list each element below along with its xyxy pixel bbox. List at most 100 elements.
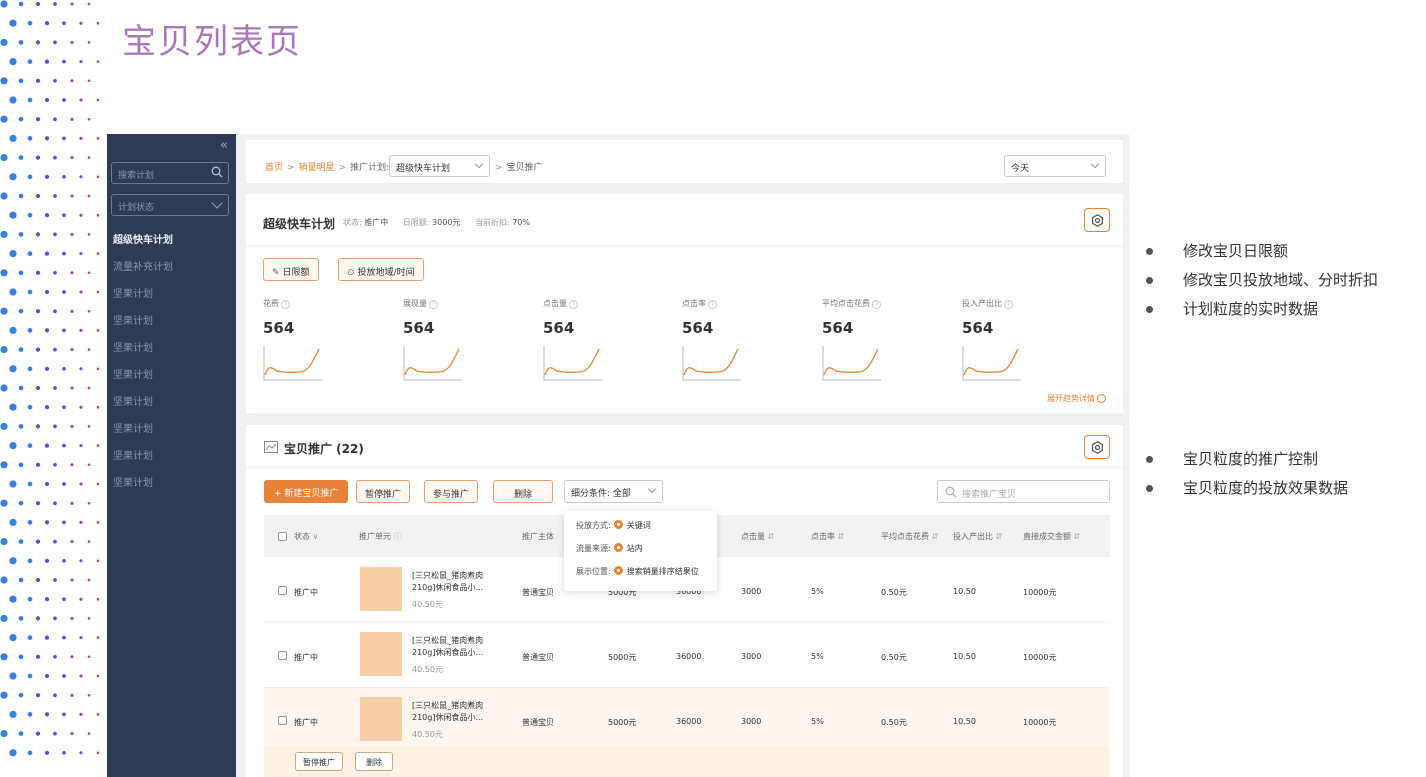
select-all-checkbox[interactable] [278,532,287,541]
dot [44,712,50,717]
trend-detail-link[interactable]: 展开趋势详情 [1047,393,1106,404]
sidebar-item[interactable]: 坚果计划 [113,451,153,462]
discount-label: 当前折扣: [474,218,510,227]
product-name[interactable]: [三只松鼠_猪肉煮肉 210g]休闲食品小... [412,570,483,594]
sidebar-search-input[interactable]: 搜索计划 [111,162,229,184]
sidebar-item[interactable]: 坚果计划 [113,397,153,408]
column-header[interactable]: 点击率 ⇵ [811,531,844,542]
dot [53,232,57,237]
cell-cpc: 0.50元 [881,718,907,727]
join-button[interactable]: 参与推广 [424,480,479,503]
dot [18,155,24,160]
items-title: 宝贝推广 (22) [284,442,364,456]
row-checkbox[interactable] [278,586,287,595]
dot [0,269,8,277]
dot [87,194,91,198]
metric-label-text: 花费 [263,299,279,308]
sidebar-item[interactable]: 坚果计划 [113,370,153,381]
status-value: 推广中 [364,218,389,227]
metric-label: 投入产出比? [962,298,1092,309]
sidebar-item[interactable]: 坚果计划 [113,343,153,354]
column-header-label: 直接成交金额 [1023,532,1071,541]
column-header[interactable]: 直接成交金额 ⇵ [1023,531,1080,542]
dot [87,693,91,697]
product-price: 40.50元 [412,600,443,609]
dot [62,21,66,26]
row-pause-button[interactable]: 暂停推广 [295,752,343,771]
note-item: 修改宝贝投放地域、分时折扣 [1142,271,1378,300]
edit-region-button[interactable]: ⊙ 投放地域/时间 [338,258,424,281]
edit-budget-label: 日限额 [282,268,310,278]
dot [35,232,41,237]
dot [53,194,57,198]
notes-top: 修改宝贝日限额 修改宝贝投放地域、分时折扣 计划粒度的实时数据 [1142,242,1378,329]
dot [70,386,74,390]
dot [87,79,91,83]
column-header[interactable]: 平均点击花费 ⇵ [881,531,938,542]
cell-roi: 10.50 [953,652,976,661]
items-settings-button[interactable] [1084,435,1110,459]
column-header[interactable]: 点击量 ⇵ [741,531,774,542]
dot [0,576,8,584]
radio-selected-icon[interactable] [613,543,623,552]
dot [18,40,24,45]
dot [9,710,17,719]
date-select[interactable]: 今天 [1004,155,1106,177]
dot [35,1,41,7]
new-item-button[interactable]: + 新建宝贝推广 [264,480,349,503]
sidebar-item[interactable]: 坚果计划 [113,478,153,489]
radio-selected-icon[interactable] [613,566,623,575]
dot [87,386,91,390]
sidebar-item[interactable]: 坚果计划 [113,316,153,327]
metric-label-text: 点击量 [543,299,567,308]
row-status: 推广中 [294,718,318,727]
row-checkbox[interactable] [278,716,287,725]
filter-select[interactable]: 细分条件: 全部 [564,480,663,503]
dot [53,539,57,544]
breadcrumb-current[interactable]: 销量明星 [298,163,335,173]
product-thumbnail[interactable] [360,567,402,611]
sidebar-item[interactable]: 坚果计划 [113,289,153,300]
collapse-icon[interactable]: « [220,138,228,153]
sidebar-item[interactable]: 流量补充计划 [113,262,173,273]
row-checkbox[interactable] [278,651,287,660]
product-thumbnail[interactable] [360,697,402,741]
decorative-dots [0,0,100,757]
edit-budget-button[interactable]: ✎ 日限额 [263,258,319,281]
column-header: 推广单元 ⓘ [359,531,402,542]
table-row[interactable]: 推广中 [三只松鼠_猪肉煮肉 210g]休闲食品小... 40.50元 普通宝贝 5000… [264,688,1110,753]
product-price: 40.50元 [412,665,443,674]
item-search-input[interactable]: 搜索推广宝贝 [937,480,1110,503]
sort-icon: ⇵ [993,532,1003,541]
dot [9,250,17,258]
delete-button[interactable]: 删除 [493,480,554,503]
table-row[interactable]: 推广中 [三只松鼠_猪肉煮肉 210g]休闲食品小... 40.50元 普通宝贝 5000… [264,623,1110,688]
sidebar-item[interactable]: 超级快车计划 [113,235,173,246]
product-name[interactable]: [三只松鼠_猪肉煮肉 210g]休闲食品小... [412,700,483,724]
row-delete-button[interactable]: 删除 [355,752,393,771]
product-name[interactable]: [三只松鼠_猪肉煮肉 210g]休闲食品小... [412,635,483,659]
dot [35,155,41,160]
plan-settings-button[interactable] [1084,208,1110,232]
pause-button[interactable]: 暂停推广 [356,480,411,503]
column-header[interactable]: 状态 ∨ [294,531,318,542]
plan-select[interactable]: 超级快车计划 [389,155,490,177]
dot [62,674,66,678]
dot [9,557,17,565]
column-header[interactable]: 投入产出比 ⇵ [953,531,1002,542]
dot [96,636,100,639]
sidebar-item[interactable]: 坚果计划 [113,424,153,435]
dot [44,673,50,679]
table-row[interactable]: 推广中 [三只松鼠_猪肉煮肉 210g]休闲食品小... 40.50元 普通宝贝 5000… [264,558,1110,623]
dot [9,211,17,219]
dot [79,712,83,717]
radio-selected-icon[interactable] [613,520,623,529]
sidebar-status-select[interactable]: 计划状态 [111,194,229,216]
dot [27,212,33,218]
product-thumbnail[interactable] [360,632,402,676]
popup-option-value: 关键词 [626,521,651,530]
breadcrumb-home[interactable]: 首页 [265,163,284,173]
search-icon[interactable] [211,166,223,178]
note-item: 宝贝粒度的推广控制 [1142,450,1348,479]
metric-value: 564 [543,319,575,337]
